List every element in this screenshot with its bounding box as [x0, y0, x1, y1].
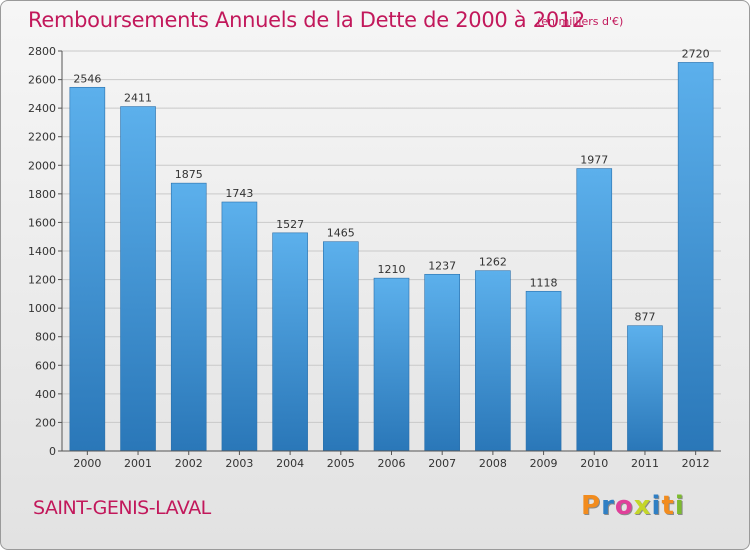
logo-letter: x — [633, 491, 652, 521]
bar-2011 — [627, 325, 663, 452]
chart-subtitle: (en milliers d'€) — [537, 15, 624, 28]
x-tick-label-2012: 2012 — [682, 457, 710, 470]
logo-letter: o — [614, 491, 634, 521]
data-label-2010: 1977 — [580, 154, 608, 167]
data-label-2012: 2720 — [682, 47, 710, 60]
y-tick-label: 2600 — [28, 74, 56, 87]
data-label-2004: 1527 — [276, 218, 304, 231]
x-tick-label-2001: 2001 — [124, 457, 152, 470]
x-tick-label-2011: 2011 — [631, 457, 659, 470]
bar-2001 — [120, 106, 156, 452]
logo-letter: t — [661, 491, 675, 521]
x-tick-label-2007: 2007 — [428, 457, 456, 470]
data-label-2011: 877 — [634, 311, 655, 324]
bar-2006 — [373, 277, 410, 452]
data-label-2006: 1210 — [378, 263, 406, 276]
y-tick-label: 200 — [35, 416, 56, 429]
y-tick-label: 2800 — [28, 45, 56, 58]
data-label-2005: 1465 — [327, 227, 355, 240]
x-tick-label-2004: 2004 — [276, 457, 304, 470]
x-tick-label-2003: 2003 — [225, 457, 253, 470]
x-tick-label-2010: 2010 — [580, 457, 608, 470]
y-tick-label: 400 — [35, 388, 56, 401]
x-tick-label-2002: 2002 — [175, 457, 203, 470]
data-label-2009: 1118 — [530, 276, 558, 289]
logo-letter: i — [651, 491, 662, 521]
bar-2002 — [170, 182, 207, 452]
x-tick-label-2000: 2000 — [73, 457, 101, 470]
data-label-2007: 1237 — [428, 259, 456, 272]
data-label-2002: 1875 — [175, 168, 203, 181]
data-label-2003: 1743 — [225, 187, 253, 200]
logo-letter: P — [581, 491, 602, 521]
place-name: SAINT-GENIS-LAVAL — [33, 497, 211, 519]
y-tick-label: 1400 — [28, 245, 56, 258]
y-tick-label: 2200 — [28, 131, 56, 144]
x-tick-label-2008: 2008 — [479, 457, 507, 470]
bar-2009 — [525, 290, 562, 452]
y-tick-label: 0 — [49, 445, 56, 458]
data-label-2008: 1262 — [479, 256, 507, 269]
chart-title: Remboursements Annuels de la Dette de 20… — [28, 8, 585, 32]
y-tick-label: 600 — [35, 359, 56, 372]
y-tick-label: 2400 — [28, 102, 56, 115]
bar-2008 — [475, 270, 511, 452]
x-tick-label-2006: 2006 — [378, 457, 406, 470]
y-tick-label: 2000 — [28, 159, 56, 172]
data-label-2000: 2546 — [73, 72, 101, 85]
y-tick-label: 1600 — [28, 216, 56, 229]
y-tick-label: 1200 — [28, 274, 56, 287]
bar-2000 — [69, 86, 106, 452]
y-tick-label: 1000 — [28, 302, 56, 315]
bar-2010 — [576, 168, 613, 452]
x-tick-label-2005: 2005 — [327, 457, 355, 470]
x-tick-label-2009: 2009 — [530, 457, 558, 470]
y-tick-label: 1800 — [28, 188, 56, 201]
bar-2004 — [272, 232, 308, 452]
y-tick-label: 800 — [35, 331, 56, 344]
bar-2003 — [221, 201, 258, 452]
bar-2005 — [323, 241, 359, 452]
logo-letter: r — [601, 491, 615, 521]
logo-letter: i — [674, 491, 685, 521]
bar-2012 — [677, 62, 714, 452]
proxiti-logo: Proxiti — [581, 491, 685, 521]
bar-2007 — [424, 273, 460, 452]
data-label-2001: 2411 — [124, 92, 152, 105]
